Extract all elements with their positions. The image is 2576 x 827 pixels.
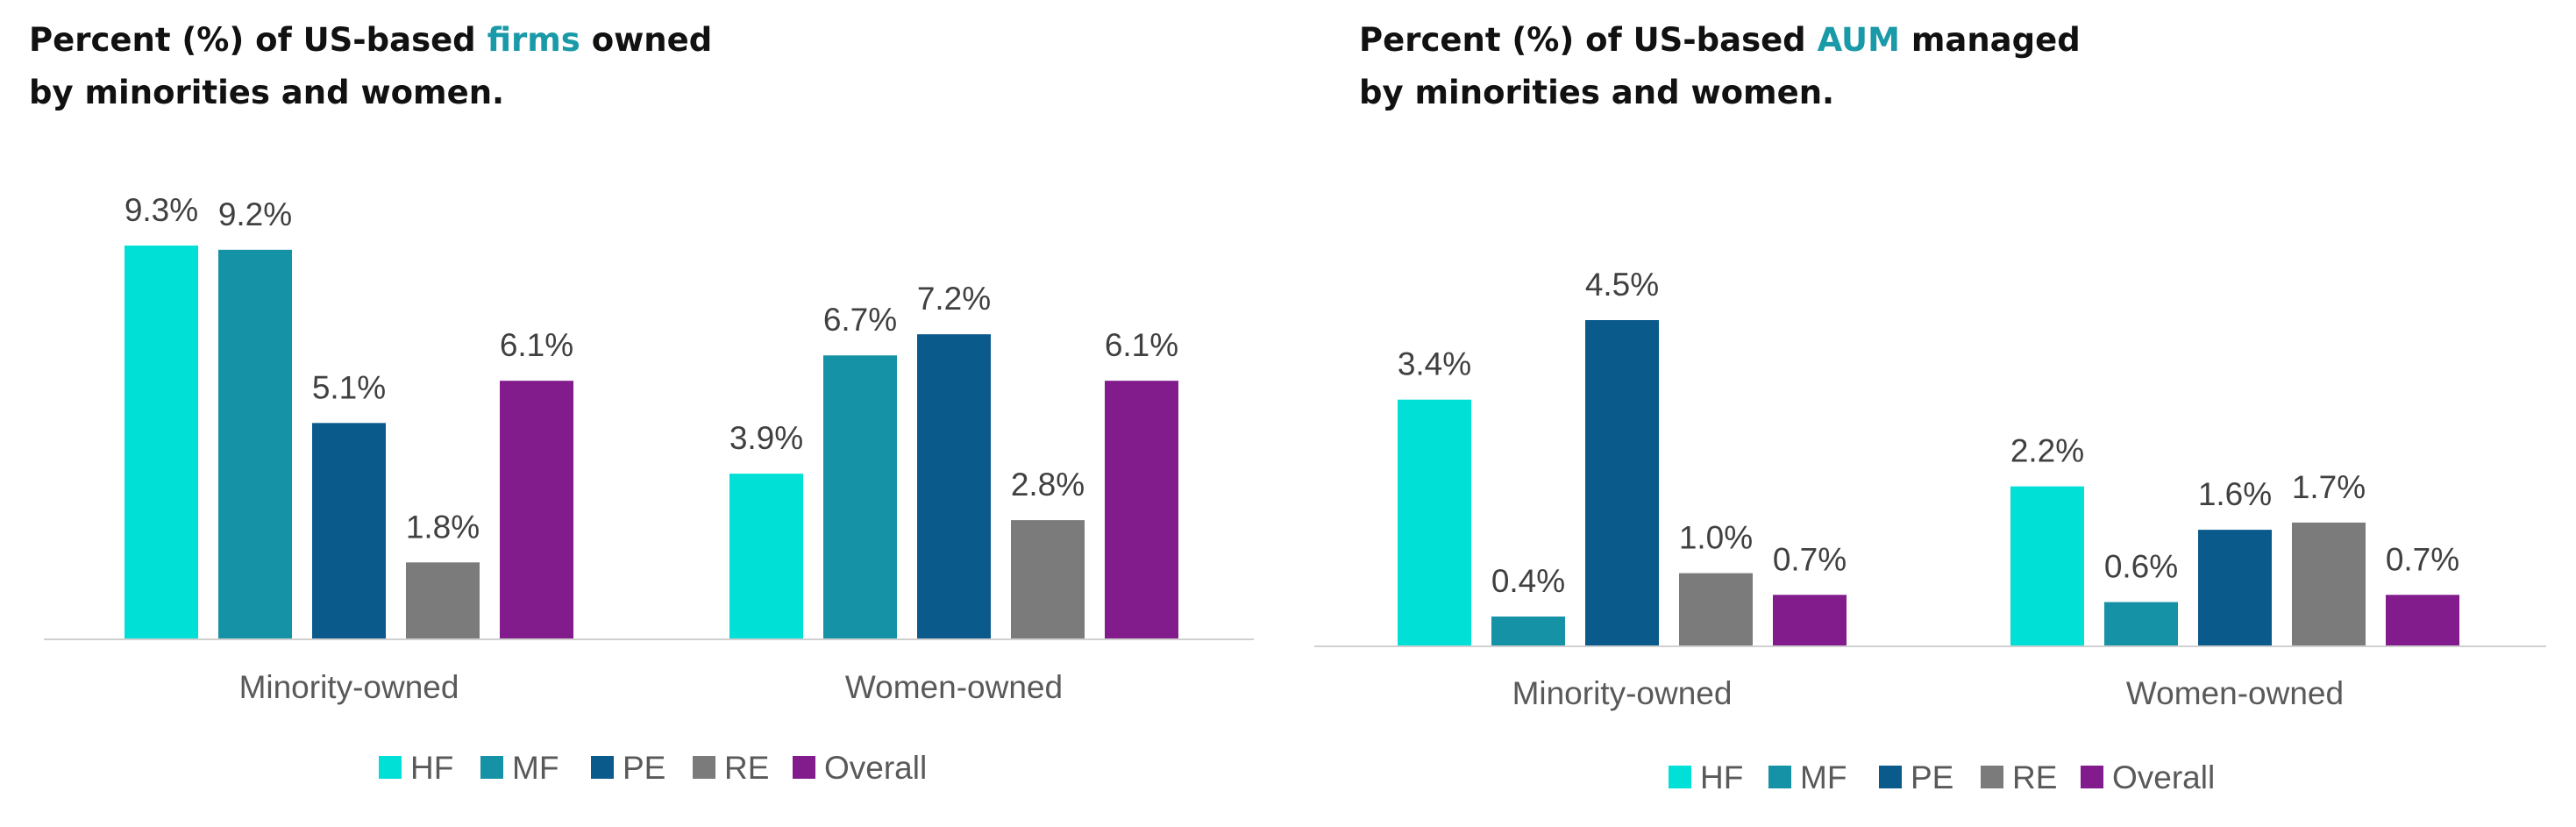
category-label: Minority-owned <box>239 669 459 705</box>
chart-title-aum: Percent (%) of US-based AUM managed by m… <box>1359 14 2081 119</box>
data-label: 9.2% <box>218 196 292 232</box>
title-text: managed <box>1899 21 2081 59</box>
bar-chart-firms: 9.3% 9.2% 5.1% 1.8% 6.1% Minority-owned 3.9% 6.… <box>44 192 1254 786</box>
legend-label-re: RE <box>724 750 769 786</box>
legend-label-overall: Overall <box>824 750 927 786</box>
chart-panel-aum: Percent (%) of US-based AUM managed by m… <box>1288 0 2576 827</box>
data-label: 7.2% <box>917 281 991 317</box>
category-label: Women-owned <box>2126 675 2344 711</box>
bar-chart-aum: 3.4% 0.4% 4.5% 1.0% 0.7% Minority-owned 2.2% 0.… <box>1314 267 2546 795</box>
title-highlight: firms <box>487 21 580 59</box>
bar-pe-women-owned <box>2198 530 2272 645</box>
data-label: 1.0% <box>1679 520 1753 556</box>
category-label: Minority-owned <box>1512 675 1733 711</box>
legend-label-pe: PE <box>1911 759 1953 795</box>
bar-mf-women-owned <box>823 355 897 638</box>
legend-label-hf: HF <box>410 750 453 786</box>
bar-re-women-owned <box>2292 522 2366 645</box>
legend-swatch-hf <box>379 756 402 779</box>
bar-hf-minority-owned <box>125 246 198 638</box>
legend-swatch-mf <box>1768 766 1791 788</box>
chart-title-line-2: by minorities and women. <box>29 74 505 111</box>
legend-swatch-overall <box>2081 766 2103 788</box>
data-label: 0.6% <box>2104 549 2178 585</box>
legend-swatch-mf <box>480 756 503 779</box>
legend-swatch-overall <box>793 756 815 779</box>
data-label: 9.3% <box>125 192 198 228</box>
data-label: 2.8% <box>1011 467 1085 503</box>
title-text: Percent (%) of US-based <box>1359 21 1818 59</box>
bar-re-women-owned <box>1011 520 1085 638</box>
chart-panel-firms: Percent (%) of US-based firms owned by m… <box>29 14 1254 786</box>
category-label: Women-owned <box>845 669 1063 705</box>
bar-pe-minority-owned <box>1585 320 1659 645</box>
legend-label-hf: HF <box>1700 759 1743 795</box>
data-label: 1.8% <box>406 509 480 545</box>
data-label: 3.4% <box>1398 346 1471 382</box>
data-label: 6.1% <box>500 327 573 363</box>
chart-title-line-1: Percent (%) of US-based firms owned <box>29 14 712 67</box>
bar-pe-minority-owned <box>312 423 386 638</box>
bar-pe-women-owned <box>917 334 991 638</box>
legend-label-pe: PE <box>623 750 665 786</box>
chart-title-line-2: by minorities and women. <box>1359 74 1835 111</box>
bar-mf-minority-owned <box>1491 617 1565 645</box>
data-label: 1.7% <box>2292 469 2366 505</box>
data-label: 3.9% <box>729 420 803 456</box>
bar-mf-women-owned <box>2104 602 2178 645</box>
bar-hf-women-owned <box>729 474 803 638</box>
bar-re-minority-owned <box>1679 573 1753 645</box>
legend-swatch-pe <box>1879 766 1902 788</box>
bar-hf-minority-owned <box>1398 399 1471 645</box>
data-label: 1.6% <box>2198 476 2272 512</box>
legend-swatch-re <box>693 756 715 779</box>
bar-mf-minority-owned <box>218 249 292 638</box>
data-label: 6.7% <box>823 302 897 338</box>
legend-label-mf: MF <box>1800 759 1847 795</box>
title-text: owned <box>580 21 713 59</box>
data-label: 0.7% <box>1773 541 1847 577</box>
data-label: 5.1% <box>312 369 386 405</box>
title-highlight: AUM <box>1817 21 1900 59</box>
data-label: 6.1% <box>1105 327 1178 363</box>
legend-label-mf: MF <box>512 750 559 786</box>
bar-hf-women-owned <box>2010 486 2084 645</box>
title-text: Percent (%) of US-based <box>29 21 487 59</box>
legend-label-re: RE <box>2012 759 2057 795</box>
data-label: 2.2% <box>2010 433 2084 469</box>
legend-swatch-re <box>1981 766 2003 788</box>
bar-overall-minority-owned <box>1773 595 1847 645</box>
bar-overall-minority-owned <box>500 381 573 638</box>
data-label: 0.4% <box>1491 563 1565 599</box>
data-label: 4.5% <box>1585 267 1659 303</box>
legend-swatch-pe <box>591 756 614 779</box>
chart-title-line-1: Percent (%) of US-based AUM managed <box>1359 14 2081 67</box>
bar-overall-women-owned <box>2386 595 2459 645</box>
data-label: 0.7% <box>2386 541 2459 577</box>
bar-re-minority-owned <box>406 562 480 638</box>
chart-title-firms: Percent (%) of US-based firms owned by m… <box>29 14 712 119</box>
legend-label-overall: Overall <box>2112 759 2215 795</box>
legend-swatch-hf <box>1669 766 1691 788</box>
bar-overall-women-owned <box>1105 381 1178 638</box>
